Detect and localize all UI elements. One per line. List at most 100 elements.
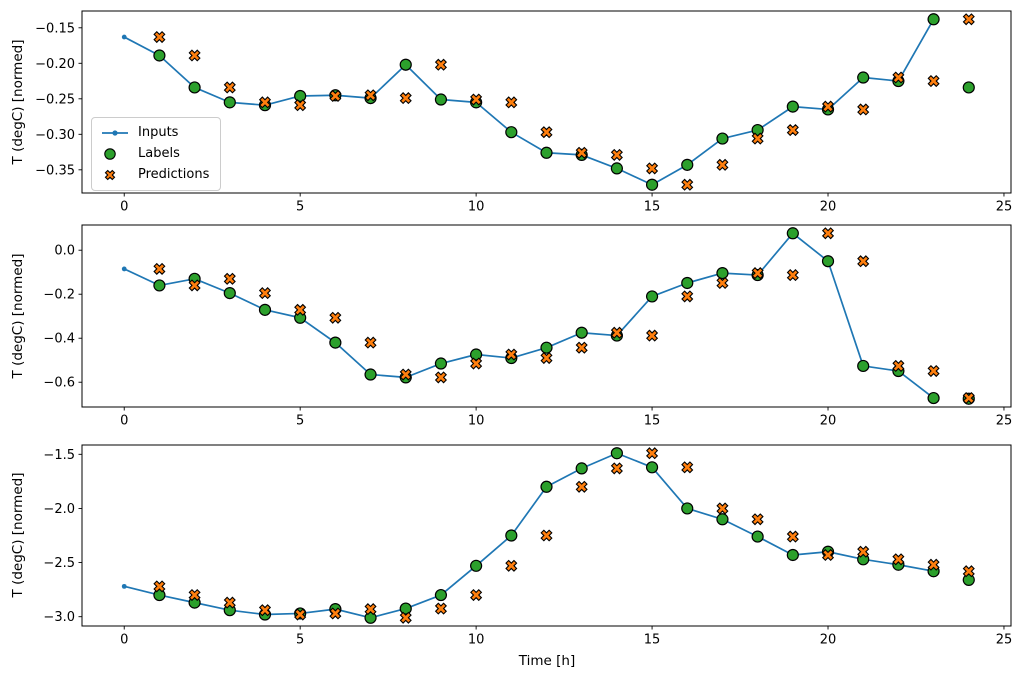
label-point xyxy=(962,81,975,94)
x-tick-label: 5 xyxy=(296,633,304,648)
prediction-point xyxy=(786,123,799,137)
x-axis-label: Time [h] xyxy=(518,653,576,669)
prediction-point xyxy=(892,71,905,84)
prediction-point xyxy=(540,529,553,542)
prediction-point xyxy=(716,158,729,171)
prediction-point xyxy=(751,132,764,145)
prediction-point xyxy=(294,608,307,621)
prediction-point xyxy=(399,92,412,105)
x-tick-label: 25 xyxy=(996,633,1013,648)
label-point xyxy=(681,502,694,515)
prediction-point xyxy=(892,553,905,566)
x-tick-label: 20 xyxy=(820,200,837,215)
prediction-point xyxy=(821,548,835,562)
label-point xyxy=(258,303,272,316)
labels-circle-icon xyxy=(101,147,129,161)
label-point xyxy=(751,530,764,543)
prediction-point xyxy=(681,461,694,474)
prediction-point xyxy=(505,348,518,361)
x-tick-label: 0 xyxy=(120,200,128,215)
y-axis-label-subplot-3: T (degC) [normed] xyxy=(10,472,26,598)
x-tick-label: 10 xyxy=(468,633,485,648)
prediction-point xyxy=(258,96,272,109)
prediction-point xyxy=(434,602,447,615)
prediction-point xyxy=(153,580,166,593)
input-point xyxy=(121,34,127,40)
y-tick-label: 0.0 xyxy=(54,244,75,259)
y-axis-label-subplot-1: T (degC) [normed] xyxy=(10,39,26,165)
label-point xyxy=(645,290,659,303)
label-point xyxy=(716,132,729,145)
x-tick-label: 15 xyxy=(644,633,661,648)
prediction-point xyxy=(962,565,975,578)
prediction-point xyxy=(188,588,201,602)
prediction-point xyxy=(610,326,623,339)
prediction-point xyxy=(786,269,799,282)
legend-item-labels: Labels xyxy=(101,145,210,163)
label-point xyxy=(153,279,166,292)
legend-item-predictions: Predictions xyxy=(101,166,210,184)
x-tick-label: 10 xyxy=(468,200,485,215)
prediction-point xyxy=(821,227,835,240)
y-tick-label: −0.25 xyxy=(35,92,75,107)
prediction-point xyxy=(434,58,447,71)
prediction-point xyxy=(364,89,377,102)
prediction-point xyxy=(892,359,905,373)
prediction-point xyxy=(329,607,342,620)
label-point xyxy=(223,287,236,300)
y-tick-label: −0.6 xyxy=(43,376,75,391)
x-tick-label: 5 xyxy=(296,414,304,429)
predictions-x-icon xyxy=(101,168,129,182)
prediction-point xyxy=(329,311,342,324)
label-point xyxy=(857,71,870,84)
axes-frame xyxy=(81,224,1012,408)
prediction-point xyxy=(223,81,236,94)
label-point xyxy=(645,461,659,474)
prediction-point xyxy=(646,447,659,460)
label-point xyxy=(399,58,412,71)
x-tick-label: 10 xyxy=(468,414,485,429)
prediction-point xyxy=(927,558,940,571)
axes-frame xyxy=(81,10,1012,194)
x-tick-label: 20 xyxy=(820,414,837,429)
label-point xyxy=(786,100,799,113)
legend: Inputs Labels Predictions xyxy=(91,117,221,191)
x-tick-label: 0 xyxy=(120,414,128,429)
x-tick-label: 20 xyxy=(820,633,837,648)
prediction-point xyxy=(470,588,483,602)
label-point xyxy=(927,391,940,405)
y-tick-label: −3.0 xyxy=(43,610,75,625)
subplot-1: 0 5 10 15 20 25 −0.15 −0.20 −0.25 −0.30 −0.35 xyxy=(35,10,1012,215)
x-tick-label: 5 xyxy=(296,200,304,215)
y-tick-label: −2.0 xyxy=(43,502,75,517)
label-point xyxy=(223,96,236,109)
x-tick-label: 15 xyxy=(644,200,661,215)
prediction-point xyxy=(188,49,201,62)
prediction-point xyxy=(434,371,447,384)
label-point xyxy=(434,588,448,602)
label-point xyxy=(470,348,483,361)
inputs-line xyxy=(123,18,935,186)
y-tick-label: −0.4 xyxy=(43,332,75,347)
prediction-point xyxy=(505,96,518,109)
prediction-point xyxy=(258,287,272,300)
prediction-point xyxy=(575,341,588,354)
prediction-point xyxy=(575,480,588,493)
subplot-2: 0 5 10 15 20 25 0.0 −0.2 −0.4 −0.6 xyxy=(43,224,1012,429)
prediction-point xyxy=(751,267,764,280)
label-point xyxy=(716,513,729,526)
prediction-point xyxy=(223,596,236,609)
prediction-point xyxy=(681,290,694,303)
label-point xyxy=(786,227,799,240)
label-point xyxy=(681,276,694,290)
x-tick-label: 0 xyxy=(120,633,128,648)
y-tick-label: −1.5 xyxy=(43,448,75,463)
label-point xyxy=(399,602,412,615)
legend-label-inputs: Inputs xyxy=(138,125,179,140)
prediction-point xyxy=(294,99,307,112)
prediction-point xyxy=(962,13,975,26)
y-tick-label: −0.15 xyxy=(35,21,75,36)
prediction-point xyxy=(540,351,553,365)
